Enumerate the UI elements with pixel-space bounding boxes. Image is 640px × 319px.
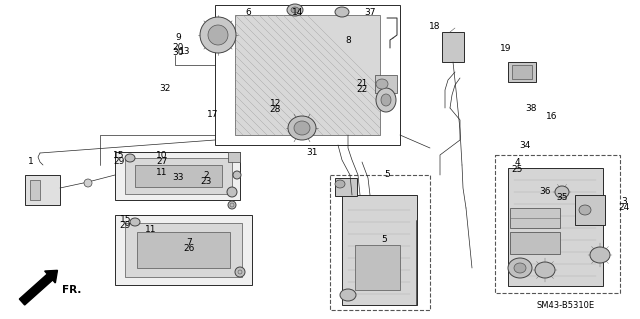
Ellipse shape (579, 205, 591, 215)
Ellipse shape (208, 25, 228, 45)
Polygon shape (115, 152, 240, 200)
Ellipse shape (287, 4, 303, 16)
FancyArrow shape (19, 270, 58, 305)
Bar (148, 240, 168, 266)
Ellipse shape (227, 187, 237, 197)
Text: 25: 25 (511, 165, 523, 174)
Text: 24: 24 (618, 203, 630, 212)
Ellipse shape (376, 88, 396, 112)
Ellipse shape (291, 7, 299, 13)
Text: 8: 8 (346, 36, 351, 45)
Text: 36: 36 (540, 187, 551, 196)
Bar (235, 15, 380, 135)
Text: 22: 22 (356, 85, 367, 94)
Ellipse shape (294, 121, 310, 135)
Text: 5: 5 (381, 235, 387, 244)
Ellipse shape (233, 171, 241, 179)
Text: 16: 16 (546, 112, 557, 121)
Text: 35: 35 (556, 193, 568, 202)
Text: 11: 11 (156, 168, 168, 177)
Bar (342, 195, 417, 305)
Text: 4: 4 (515, 158, 520, 167)
Text: 14: 14 (292, 8, 303, 17)
Ellipse shape (535, 262, 555, 278)
Ellipse shape (335, 7, 349, 17)
Bar (30, 180, 40, 200)
Ellipse shape (335, 180, 345, 188)
Ellipse shape (340, 289, 356, 301)
Ellipse shape (376, 79, 388, 89)
Text: 37: 37 (364, 8, 376, 17)
Ellipse shape (130, 218, 140, 226)
Polygon shape (135, 165, 222, 187)
Text: 26: 26 (183, 244, 195, 253)
Ellipse shape (590, 247, 610, 263)
Text: FR.: FR. (62, 285, 81, 295)
Text: 29: 29 (120, 221, 131, 230)
Text: 12: 12 (269, 99, 281, 108)
Polygon shape (125, 158, 232, 194)
Ellipse shape (228, 201, 236, 209)
Text: 15: 15 (113, 151, 125, 160)
Text: 30: 30 (172, 48, 184, 57)
Text: 13: 13 (179, 47, 190, 56)
Polygon shape (125, 223, 242, 277)
Bar (442, 32, 464, 62)
Ellipse shape (84, 179, 92, 187)
Text: 19: 19 (500, 44, 511, 53)
Text: 33: 33 (172, 173, 184, 182)
Text: 38: 38 (525, 104, 537, 113)
Polygon shape (137, 232, 230, 268)
Bar (512, 65, 532, 79)
Text: 21: 21 (356, 79, 367, 88)
Text: 18: 18 (429, 22, 441, 31)
Bar (495, 155, 620, 293)
Bar (355, 245, 400, 290)
Bar (375, 75, 397, 93)
Ellipse shape (381, 94, 391, 106)
Bar (335, 178, 357, 196)
Text: SM43-B5310E: SM43-B5310E (537, 301, 595, 310)
Bar (25, 175, 60, 205)
Bar (510, 208, 560, 228)
Ellipse shape (288, 116, 316, 140)
Ellipse shape (125, 154, 135, 162)
Text: 6: 6 (246, 8, 251, 17)
Ellipse shape (514, 263, 526, 273)
Text: 11: 11 (145, 225, 157, 234)
Text: 29: 29 (113, 157, 125, 166)
Ellipse shape (235, 267, 245, 277)
Text: 20: 20 (172, 43, 184, 52)
Text: 23: 23 (200, 177, 212, 186)
Text: 2: 2 (204, 171, 209, 180)
Text: 9: 9 (175, 33, 180, 42)
Text: 10: 10 (156, 151, 168, 160)
Bar (575, 195, 605, 225)
Text: 3: 3 (621, 197, 627, 206)
Text: 28: 28 (269, 105, 281, 114)
Bar (510, 232, 560, 254)
Text: 31: 31 (307, 148, 318, 157)
Ellipse shape (508, 258, 532, 278)
Text: 32: 32 (159, 84, 171, 93)
Text: 34: 34 (519, 141, 531, 150)
Text: 15: 15 (120, 215, 131, 224)
Bar (330, 175, 430, 310)
Bar (508, 62, 536, 82)
Ellipse shape (200, 17, 236, 53)
Ellipse shape (555, 186, 569, 198)
Text: 5: 5 (385, 170, 390, 179)
Text: 7: 7 (186, 238, 191, 247)
Bar (508, 168, 603, 286)
Text: 17: 17 (207, 110, 218, 119)
Text: 27: 27 (156, 157, 168, 166)
Text: 1: 1 (28, 157, 33, 166)
Bar (228, 152, 240, 162)
Bar (151, 243, 165, 263)
Polygon shape (115, 215, 252, 285)
Bar (215, 5, 400, 145)
